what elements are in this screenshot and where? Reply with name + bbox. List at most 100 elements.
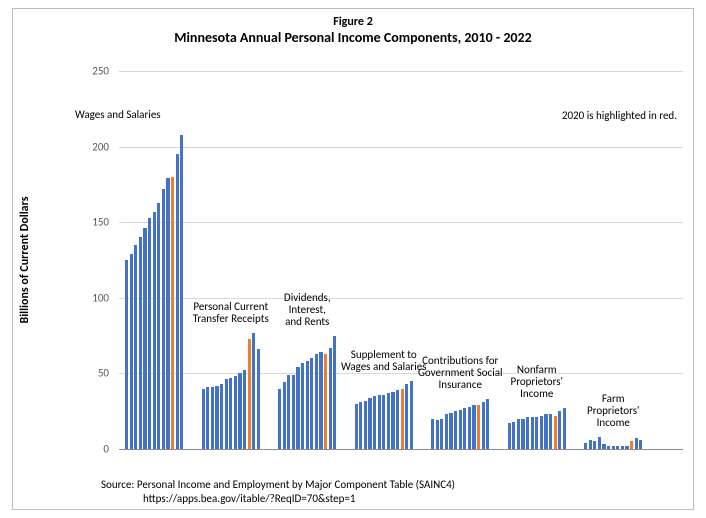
bar [531,417,534,449]
bar [387,393,390,449]
chart-title: Minnesota Annual Personal Income Compone… [13,29,693,46]
bar [130,254,133,449]
bar [391,392,394,449]
bar [607,446,610,449]
bar [401,389,404,449]
bar [134,245,137,449]
bar [211,387,214,449]
chart-frame: Figure 2 Minnesota Annual Personal Incom… [12,8,694,510]
bar [202,389,205,449]
bar [589,440,592,449]
bar [472,405,475,449]
bar [292,375,295,449]
bar [296,367,299,449]
bar [373,396,376,449]
bar [324,354,327,449]
bar [248,339,251,449]
bar [549,414,552,449]
bar [440,419,443,449]
bar [162,189,165,449]
bar [639,440,642,449]
bar [310,358,313,449]
bar [625,446,628,449]
bar [405,384,408,449]
bar [449,413,452,449]
bar [486,399,489,449]
bar [558,411,561,449]
bar [445,414,448,449]
bar [521,419,524,449]
bar [459,410,462,449]
y-tick-label: 200 [69,140,109,153]
bar [463,408,466,449]
bar [630,441,633,449]
y-axis-title: Billions of Current Dollars [18,196,32,323]
bar [612,446,615,449]
bar [554,416,557,449]
bar [243,370,246,449]
bar [176,154,179,449]
highlight-note: 2020 is highlighted in red. [562,109,677,122]
bar [319,352,322,449]
source-url: https://apps.bea.gov/itable/?ReqID=70&st… [143,492,356,505]
y-tick-label: 100 [69,291,109,304]
bar [598,437,601,449]
bar [301,363,304,449]
bar [364,401,367,449]
bar [125,260,128,449]
figure-number: Figure 2 [13,15,693,29]
bar [329,348,332,449]
bar [234,376,237,449]
bar [157,203,160,449]
bar [436,420,439,449]
bar [535,417,538,449]
bar [143,228,146,449]
bar [602,444,605,449]
bar [180,135,183,449]
bar [468,407,471,449]
bar [517,419,520,449]
bar [368,398,371,449]
bar [508,423,511,449]
group-label: Wages and Salaries [75,109,195,121]
bar [378,395,381,449]
bar [171,177,174,449]
bar [306,361,309,449]
bar [540,416,543,449]
y-tick-label: 250 [69,65,109,78]
group-label: Dividends, Interest, and Rents [257,292,357,328]
bar [382,395,385,449]
bar [287,375,290,449]
bar [166,178,169,449]
bar [359,402,362,449]
bar [396,390,399,449]
bar [621,446,624,449]
bar [355,404,358,449]
bar [139,237,142,449]
bar [315,354,318,449]
bar [482,402,485,449]
bar [229,378,232,449]
y-tick-label: 50 [69,367,109,380]
bar [431,419,434,449]
bar [584,443,587,449]
bar [616,446,619,449]
y-tick-label: 0 [69,443,109,456]
bar [225,379,228,449]
bar [238,373,241,449]
source-text: Source: Personal Income and Employment b… [101,478,455,491]
bar [148,218,151,449]
bar [252,333,255,449]
bar [278,389,281,449]
bar [477,405,480,449]
bar [206,387,209,449]
bar [153,212,156,449]
bar [544,414,547,449]
axis-baseline [119,449,683,450]
bar [512,422,515,449]
y-tick-label: 150 [69,216,109,229]
plot-area: Billions of Current Dollars 050100150200… [63,71,683,449]
bar [215,386,218,450]
bar [220,384,223,449]
bar [593,441,596,449]
